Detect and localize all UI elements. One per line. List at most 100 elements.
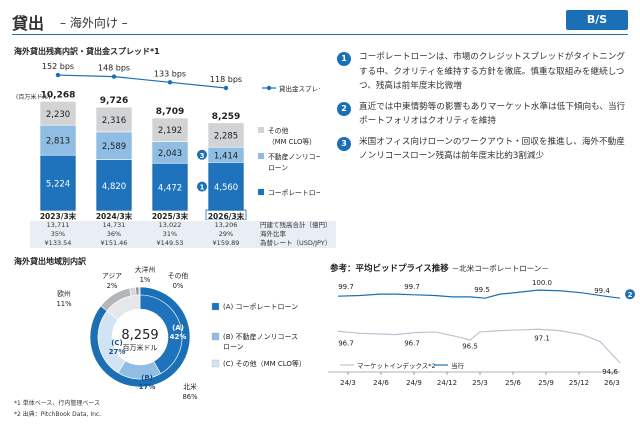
spread-label: 148 bps: [98, 64, 130, 73]
category-label: 2023/3末: [40, 211, 77, 220]
bar-value-label: 2,813: [46, 137, 70, 147]
inner-ring-label: (C) 27%: [109, 339, 126, 356]
pie-outer-value: 1%: [140, 276, 151, 284]
table-row-label: 海外比率: [254, 230, 336, 239]
table-cell: 31%: [142, 230, 198, 239]
bar-value-label: 2,589: [102, 142, 126, 152]
x-tick-label: 25/6: [505, 379, 521, 387]
x-tick-label: 24/3: [340, 379, 356, 387]
line-chart: 24/3 24/6 24/9 24/12 25/3 25/6 25/9 25/12 26/3 99…: [328, 279, 635, 387]
marker-number: 2: [628, 291, 633, 299]
series-line-bank: [337, 289, 621, 299]
bullet-number: 3: [337, 136, 351, 151]
line-label-bottom: 96.7: [404, 340, 420, 348]
bullet-list: 1 コーポレートローンは、市場のクレジットスプレッドがタイトニングする中、クオリ…: [337, 50, 627, 164]
spread-legend-label: 貸出金スプレッド*1: [279, 84, 320, 93]
bar-value-label: 2,285: [214, 131, 238, 141]
x-tick-label: 25/12: [569, 379, 589, 387]
legend-label: その他: [268, 126, 289, 135]
line-label-bottom: 96.5: [462, 342, 478, 350]
page-title: 貸出: [12, 14, 45, 33]
pie-outer-value: 0%: [173, 282, 184, 290]
table-cell: 13,711: [30, 221, 86, 230]
bar-segment: [151, 117, 189, 142]
pie-outer-value: 86%: [182, 393, 198, 401]
line-label-top: 99.7: [338, 283, 354, 291]
table-row: 13,711 14,731 13,022 13,206 円建て残高合計（億円）: [30, 221, 336, 230]
pie-legend-label: (B) 不動産ノンリコース: [223, 332, 298, 341]
pie-outer-value: 2%: [107, 282, 118, 290]
table-cell: 13,022: [142, 221, 198, 230]
line-label-top: 99.7: [404, 283, 420, 291]
spread-label: 152 bps: [42, 62, 74, 71]
x-tick-label: 24/6: [373, 379, 389, 387]
bar-segment: [95, 159, 133, 212]
spread-line: [57, 74, 227, 89]
spread-point: [111, 74, 117, 79]
bullet-item: 3 米国オフィス向けローンのワークアウト・回収を推進し、海外不動産ノンリコースロ…: [337, 135, 627, 164]
table-cell: 36%: [86, 230, 142, 239]
pie-section-title: 海外貸出地域別内訳: [14, 257, 86, 266]
line-label-top: 100.0: [532, 279, 552, 287]
table-cell: 14,731: [86, 221, 142, 230]
pie-center-value: 8,259: [121, 328, 158, 343]
table-row-label: 円建て残高合計（億円）: [254, 221, 336, 230]
inner-ring-label: (A) 42%: [170, 324, 187, 341]
marker-number: 3: [200, 152, 205, 160]
bar-segment: [39, 124, 77, 156]
pie-slice-inner: [117, 360, 162, 380]
footnote-2: *2 出典：PitchBook Data, Inc.: [14, 411, 102, 418]
x-tick-label: 25/3: [472, 379, 488, 387]
bullet-text: 米国オフィス向けローンのワークアウト・回収を推進し、海外不動産ノンリコースローン…: [359, 136, 625, 162]
x-tick-label: 25/9: [538, 379, 554, 387]
pie-outer-name: 大洋州: [135, 265, 156, 274]
line-label-top: 99.5: [474, 286, 490, 294]
marker-badge: [197, 181, 207, 192]
line-section-title: 参考：平均ビッドプライス推移 －北米コーポレートローン－: [330, 262, 549, 274]
x-tick-label: 24/9: [406, 379, 422, 387]
page-subtitle: – 海外向け –: [60, 16, 128, 30]
pie-legend-label: ローン: [223, 343, 244, 351]
bar-value-label: 2,316: [102, 116, 126, 126]
line-title: 参考：平均ビッドプライス推移: [330, 264, 449, 274]
category-label: 2026/3末: [208, 211, 245, 220]
legend-label: 不動産ノンリコース: [268, 152, 320, 161]
bar-value-label: 4,560: [214, 183, 238, 193]
bullet-item: 2 直近では中東情勢等の影響もありマーケット水準は低下傾向も、当行ポートフォリオ…: [337, 100, 627, 129]
table-row-label: 為替レート（USD/JPY）: [254, 239, 336, 248]
bar-section-title: 海外貸出残高内訳・貸出金スプレッド*1: [14, 47, 160, 56]
bar-value-label: 4,820: [102, 182, 126, 192]
legend-label-bank: 当行: [451, 361, 465, 370]
table-cell: ¥159.89: [198, 239, 254, 248]
legend-label: （MM CLO等）: [268, 137, 316, 146]
table-cell: ¥151.46: [86, 239, 142, 248]
footnote-1: *1 単体ベース、行内管理ベース: [14, 400, 101, 407]
bar-value-label: 1,414: [214, 151, 238, 161]
bullet-number: 1: [337, 52, 351, 66]
x-tick-label: 24/12: [437, 379, 457, 387]
bar-value-label: 5,224: [46, 180, 70, 190]
bar-total-label: 8,709: [156, 107, 184, 117]
table-cell: ¥133.54: [30, 239, 86, 248]
table-row: ¥133.54 ¥151.46 ¥149.53 ¥159.89 為替レート（USD/JP…: [30, 239, 336, 248]
bar-value-label: 2,043: [158, 149, 182, 159]
spread-point: [167, 80, 173, 85]
pie-slice-outer: [135, 286, 140, 296]
pie-legend-swatch: [211, 332, 220, 341]
bar-unit-label: (百万米ドル): [16, 94, 51, 101]
bar-data-table: 13,711 14,731 13,022 13,206 円建て残高合計（億円） 35% 36…: [30, 221, 336, 248]
bar-value-label: 2,192: [158, 126, 182, 136]
pie-outer-name: アジア: [102, 272, 122, 280]
category-highlight: [205, 209, 247, 220]
line-subtitle: －北米コーポレートローン－: [451, 264, 549, 273]
bar-chart: 152 bps 148 bps 133 bps 118 bps 貸出金スプレッド*1 5,…: [39, 62, 320, 220]
pie-slice-inner-rest: [106, 294, 141, 321]
table-cell: 13,206: [198, 221, 254, 230]
legend-label-market: マーケットインデックス*2: [357, 361, 436, 370]
pie-legend-label: (A) コーポレートローン: [223, 303, 298, 311]
table-cell: ¥149.53: [142, 239, 198, 248]
legend-swatch: [258, 127, 264, 133]
pie-outer-name: 北米: [183, 382, 197, 391]
bar-segment: [207, 162, 245, 212]
legend-label: コーポレートローン: [268, 189, 320, 197]
